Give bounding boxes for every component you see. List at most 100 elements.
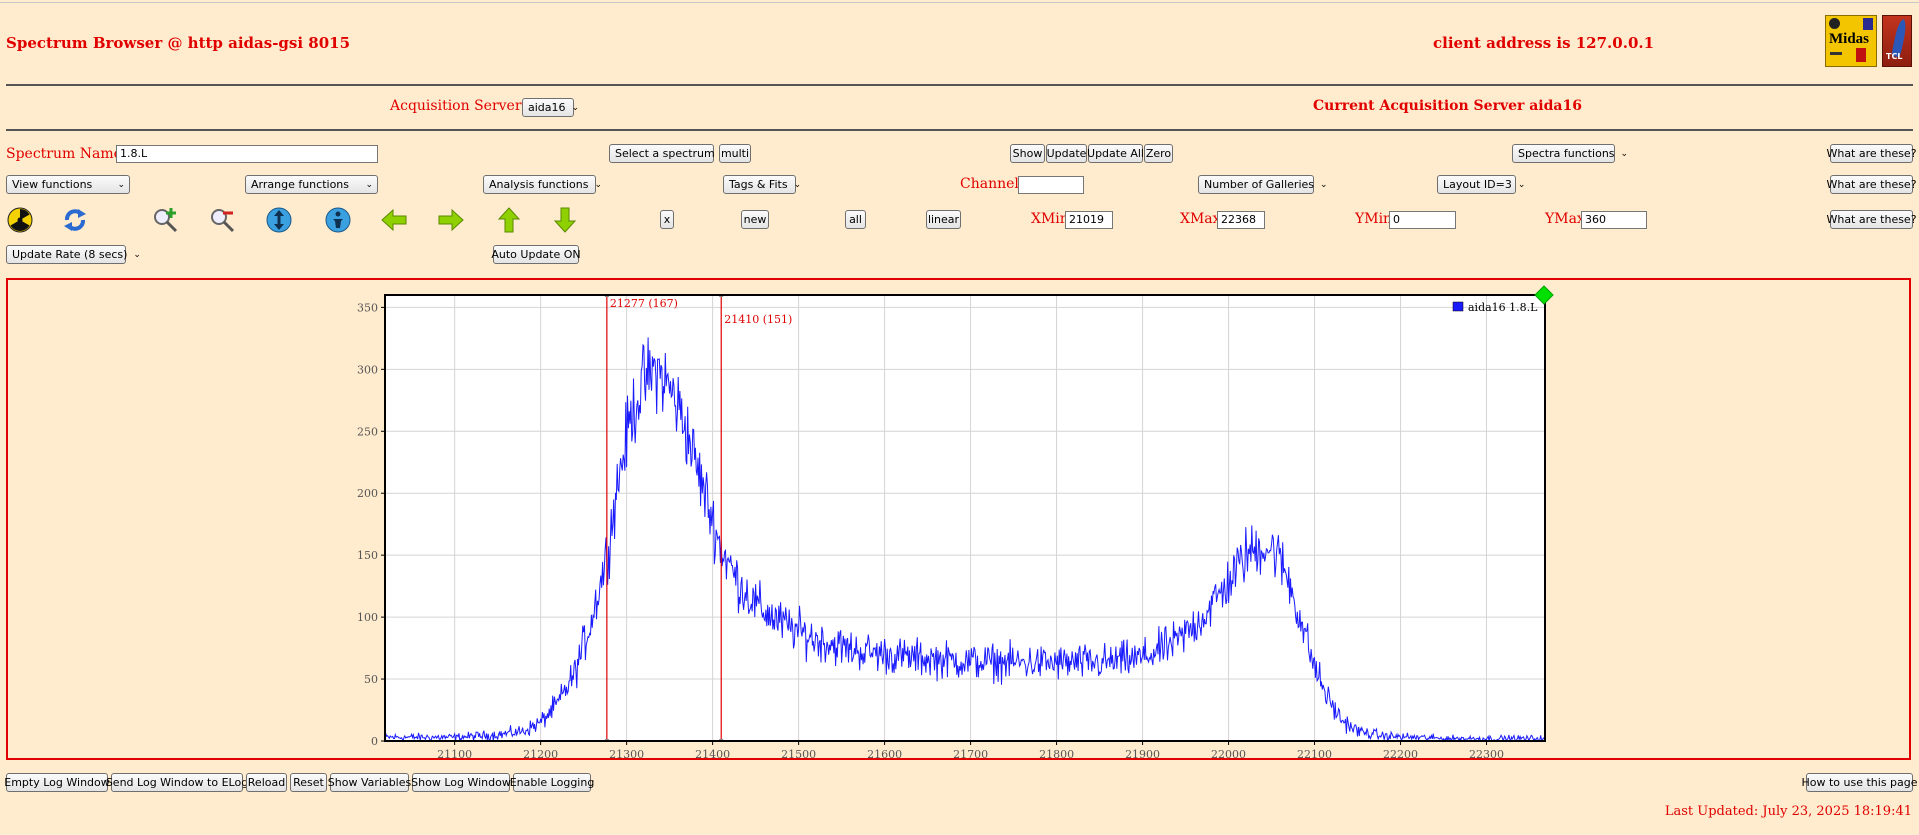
layout-id-dropdown[interactable]: Layout ID=3 ⌄ xyxy=(1437,175,1525,194)
zero-button[interactable]: Zero xyxy=(1144,144,1173,163)
update-rate-dropdown[interactable]: Update Rate (8 secs) ⌄ xyxy=(6,245,141,264)
y-tick-label: 350 xyxy=(357,301,378,314)
update-button[interactable]: Update xyxy=(1046,144,1087,163)
spectrum-series-line xyxy=(384,337,1546,743)
top-border xyxy=(0,2,1919,3)
arrow-right-icon[interactable] xyxy=(437,206,465,234)
spectrum-name-label: Spectrum Name: xyxy=(6,146,127,162)
linear-button[interactable]: linear xyxy=(926,210,961,229)
acquisition-server-value: aida16 xyxy=(528,101,566,114)
x-tick-label: 22200 xyxy=(1383,748,1418,758)
chevron-down-icon: ⌄ xyxy=(1517,179,1526,190)
update-all-button[interactable]: Update All xyxy=(1087,144,1144,163)
x-tick-label: 21100 xyxy=(437,748,472,758)
analysis-functions-dropdown[interactable]: Analysis functions ⌄ xyxy=(483,175,602,194)
marker-label: 21277 (167) xyxy=(610,297,678,310)
chevron-down-icon: ⌄ xyxy=(133,249,141,260)
resize-handle-icon xyxy=(1534,285,1554,305)
current-server-label: Current Acquisition Server aida16 xyxy=(1313,98,1582,114)
channel-input[interactable] xyxy=(1018,176,1084,194)
x-tick-label: 21900 xyxy=(1125,748,1160,758)
x-tick-label: 22000 xyxy=(1211,748,1246,758)
multi-button[interactable]: multi xyxy=(719,144,751,163)
midas-logo: Midas xyxy=(1825,15,1877,67)
footer-button-show-variables[interactable]: Show Variables xyxy=(328,773,411,792)
zoom-in-icon[interactable] xyxy=(151,206,179,234)
chevron-down-icon: ⌄ xyxy=(1620,148,1629,159)
all-button[interactable]: all xyxy=(845,210,866,229)
xmin-input[interactable]: 21019 xyxy=(1065,211,1113,229)
legend-swatch xyxy=(1452,301,1464,312)
tcl-logo-text: TCL xyxy=(1886,52,1903,61)
midas-logo-text: Midas xyxy=(1829,31,1870,47)
marker-label: 21410 (151) xyxy=(724,313,792,326)
footer-button-reload[interactable]: Reload xyxy=(246,773,287,792)
tcl-logo: TCL xyxy=(1882,15,1912,67)
chevron-down-icon: ⌄ xyxy=(793,179,802,190)
y-tick-label: 250 xyxy=(357,425,378,438)
x-tick-label: 22300 xyxy=(1469,748,1504,758)
plot-background xyxy=(385,295,1545,741)
x-tick-label: 21400 xyxy=(695,748,730,758)
footer-button-enable-logging[interactable]: Enable Logging xyxy=(510,773,594,792)
footer-button-send-log-window-to-elog[interactable]: Send Log Window to ELog xyxy=(106,773,248,792)
arrow-left-icon[interactable] xyxy=(380,206,408,234)
zoom-out-icon[interactable] xyxy=(208,206,236,234)
select-spectrum-dropdown[interactable]: Select a spectrum⌄ xyxy=(609,144,728,163)
client-address: client address is 127.0.0.1 xyxy=(1433,34,1655,52)
radiation-icon[interactable] xyxy=(6,206,34,234)
spectrum-chart[interactable]: 21100 21200 21300 21400 21500 21600 21700 21800… xyxy=(8,280,1909,758)
y-tick-label: 300 xyxy=(357,363,378,376)
spectra-functions-dropdown[interactable]: Spectra functions ⌄ xyxy=(1512,144,1628,163)
servers-divider xyxy=(6,129,1913,131)
chevron-down-icon: ⌄ xyxy=(571,102,580,113)
footer-button-empty-log-window[interactable]: Empty Log Window xyxy=(4,773,110,792)
chevron-down-icon: ⌄ xyxy=(1320,179,1328,190)
chevron-down-icon: ⌄ xyxy=(117,179,125,190)
show-button[interactable]: Show xyxy=(1010,144,1045,163)
expand-vertical-icon[interactable] xyxy=(265,206,293,234)
arrange-functions-dropdown[interactable]: Arrange functions ⌄ xyxy=(245,175,378,194)
spectra-functions-label: Spectra functions xyxy=(1518,147,1615,160)
ymin-input[interactable]: 0 xyxy=(1389,211,1456,229)
x-tick-label: 21800 xyxy=(1039,748,1074,758)
x-tick-label: 21300 xyxy=(609,748,644,758)
acquisition-servers-label: Acquisition Servers xyxy=(390,98,529,114)
what-are-these-button-2[interactable]: What are these? xyxy=(1826,175,1917,194)
update-rate-label: Update Rate (8 secs) xyxy=(12,248,128,261)
chevron-down-icon: ⌄ xyxy=(594,179,603,190)
ymax-label: YMax xyxy=(1545,211,1585,227)
x-tick-label: 22100 xyxy=(1297,748,1332,758)
spectrum-plot-panel: 21100 21200 21300 21400 21500 21600 21700 21800… xyxy=(6,278,1911,760)
refresh-icon[interactable] xyxy=(61,206,89,234)
footer-button-show-log-window[interactable]: Show Log Window xyxy=(411,773,511,792)
x-button[interactable]: x xyxy=(660,210,674,229)
analysis-functions-label: Analysis functions xyxy=(489,178,589,191)
x-tick-label: 21700 xyxy=(953,748,988,758)
view-functions-label: View functions xyxy=(12,178,93,191)
tags-fits-dropdown[interactable]: Tags & Fits ⌄ xyxy=(723,175,801,194)
number-of-galleries-dropdown[interactable]: Number of Galleries ⌄ xyxy=(1198,175,1328,194)
view-functions-dropdown[interactable]: View functions ⌄ xyxy=(6,175,130,194)
xmin-label: XMin xyxy=(1031,211,1069,227)
plot-frame xyxy=(384,294,1546,742)
footer-button-reset[interactable]: Reset xyxy=(290,773,327,792)
new-button[interactable]: new xyxy=(741,210,769,229)
what-are-these-button-1[interactable]: What are these? xyxy=(1826,144,1917,163)
chevron-down-icon: ⌄ xyxy=(365,179,373,190)
xmax-input[interactable]: 22368 xyxy=(1217,211,1265,229)
ymax-input[interactable]: 360 xyxy=(1581,211,1647,229)
arrow-up-icon[interactable] xyxy=(495,206,523,234)
auto-update-button[interactable]: Auto Update ON xyxy=(491,245,581,264)
how-to-use-button[interactable]: How to use this page xyxy=(1801,773,1918,792)
arrange-functions-label: Arrange functions xyxy=(251,178,350,191)
arrow-down-icon[interactable] xyxy=(551,206,579,234)
x-tick-label: 21200 xyxy=(523,748,558,758)
spectrum-name-input[interactable]: 1.8.L xyxy=(116,145,378,163)
person-icon[interactable] xyxy=(324,206,352,234)
acquisition-server-select[interactable]: aida16 ⌄ xyxy=(522,98,579,117)
last-updated: Last Updated: July 23, 2025 18:19:41 xyxy=(1664,804,1912,819)
y-tick-label: 100 xyxy=(357,611,378,624)
tags-fits-label: Tags & Fits xyxy=(729,178,788,191)
what-are-these-button-3[interactable]: What are these? xyxy=(1826,210,1917,229)
